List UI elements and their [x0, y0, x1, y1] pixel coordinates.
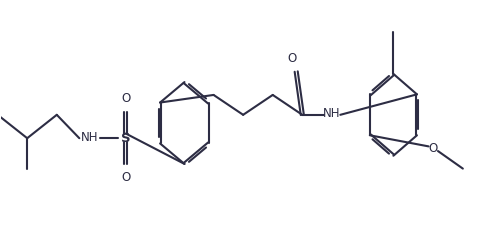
Text: S: S — [121, 132, 131, 145]
Text: NH: NH — [323, 107, 341, 120]
Text: O: O — [121, 171, 131, 184]
Text: NH: NH — [81, 131, 98, 143]
Text: O: O — [429, 142, 438, 155]
Text: O: O — [121, 92, 131, 105]
Text: O: O — [288, 52, 297, 65]
